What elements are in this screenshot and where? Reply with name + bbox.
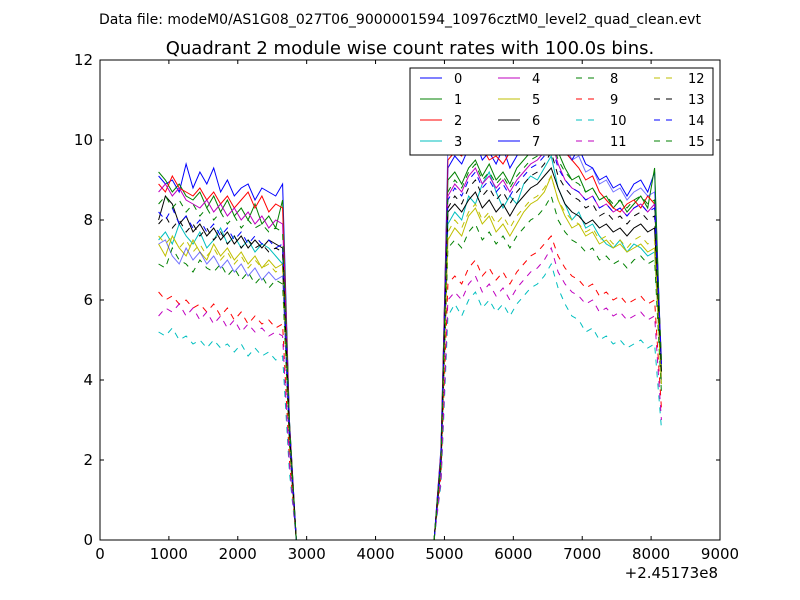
legend-label-13: 13 <box>688 93 705 108</box>
legend-label-1: 1 <box>454 93 462 108</box>
series-line-1 <box>158 126 662 541</box>
legend-label-4: 4 <box>532 72 540 87</box>
legend-label-10: 10 <box>610 114 627 129</box>
legend-label-9: 9 <box>610 93 618 108</box>
legend-label-5: 5 <box>532 93 540 108</box>
legend-label-14: 14 <box>688 114 705 129</box>
x-offset-label: +2.45173e8 <box>625 564 718 582</box>
series-line-3 <box>158 154 662 541</box>
x-axis: 0 1000 2000 3000 4000 5000 6000 7000 8000 9000 <box>95 60 739 563</box>
x-tick-label: 3000 <box>288 545 326 563</box>
series-line-10 <box>158 262 662 541</box>
legend-label-11: 11 <box>610 135 627 150</box>
x-tick-label: 5000 <box>425 545 463 563</box>
x-tick-label: 0 <box>95 545 105 563</box>
suptitle: Data file: modeM0/AS1G08_027T06_90000015… <box>99 12 701 28</box>
y-tick-label: 8 <box>83 211 93 229</box>
series-line-11 <box>158 246 662 541</box>
x-tick-label: 2000 <box>219 545 257 563</box>
legend-label-7: 7 <box>532 135 540 150</box>
legend-frame <box>409 67 714 156</box>
legend-label-3: 3 <box>454 135 462 150</box>
x-tick-label: 7000 <box>563 545 601 563</box>
y-tick-label: 2 <box>83 451 93 469</box>
y-tick-label: 6 <box>83 291 93 309</box>
series-line-8 <box>158 194 662 541</box>
series-line-12 <box>158 174 662 541</box>
series-line-2 <box>158 106 662 541</box>
y-tick-label: 4 <box>83 371 93 389</box>
chart-title: Quadrant 2 module wise count rates with … <box>166 38 655 59</box>
y-tick-label: 12 <box>74 51 93 69</box>
series-line-5 <box>158 174 662 541</box>
y-tick-label: 10 <box>74 131 93 149</box>
legend-label-6: 6 <box>532 114 540 129</box>
legend-label-2: 2 <box>454 114 462 129</box>
legend-label-15: 15 <box>688 135 705 150</box>
x-tick-label: 4000 <box>356 545 394 563</box>
series-line-6 <box>158 167 662 541</box>
series-line-9 <box>158 235 662 541</box>
x-tick-label: 8000 <box>632 545 670 563</box>
legend-label-12: 12 <box>688 72 705 87</box>
series-line-14 <box>158 142 662 541</box>
legend-label-0: 0 <box>454 72 462 87</box>
x-tick-label: 1000 <box>150 545 188 563</box>
series-line-15 <box>158 134 662 541</box>
x-tick-label: 6000 <box>494 545 532 563</box>
y-tick-label: 0 <box>83 531 93 549</box>
series-line-13 <box>158 150 662 541</box>
series-line-0 <box>158 123 662 541</box>
legend-label-8: 8 <box>610 72 618 87</box>
x-tick-label: 9000 <box>701 545 739 563</box>
